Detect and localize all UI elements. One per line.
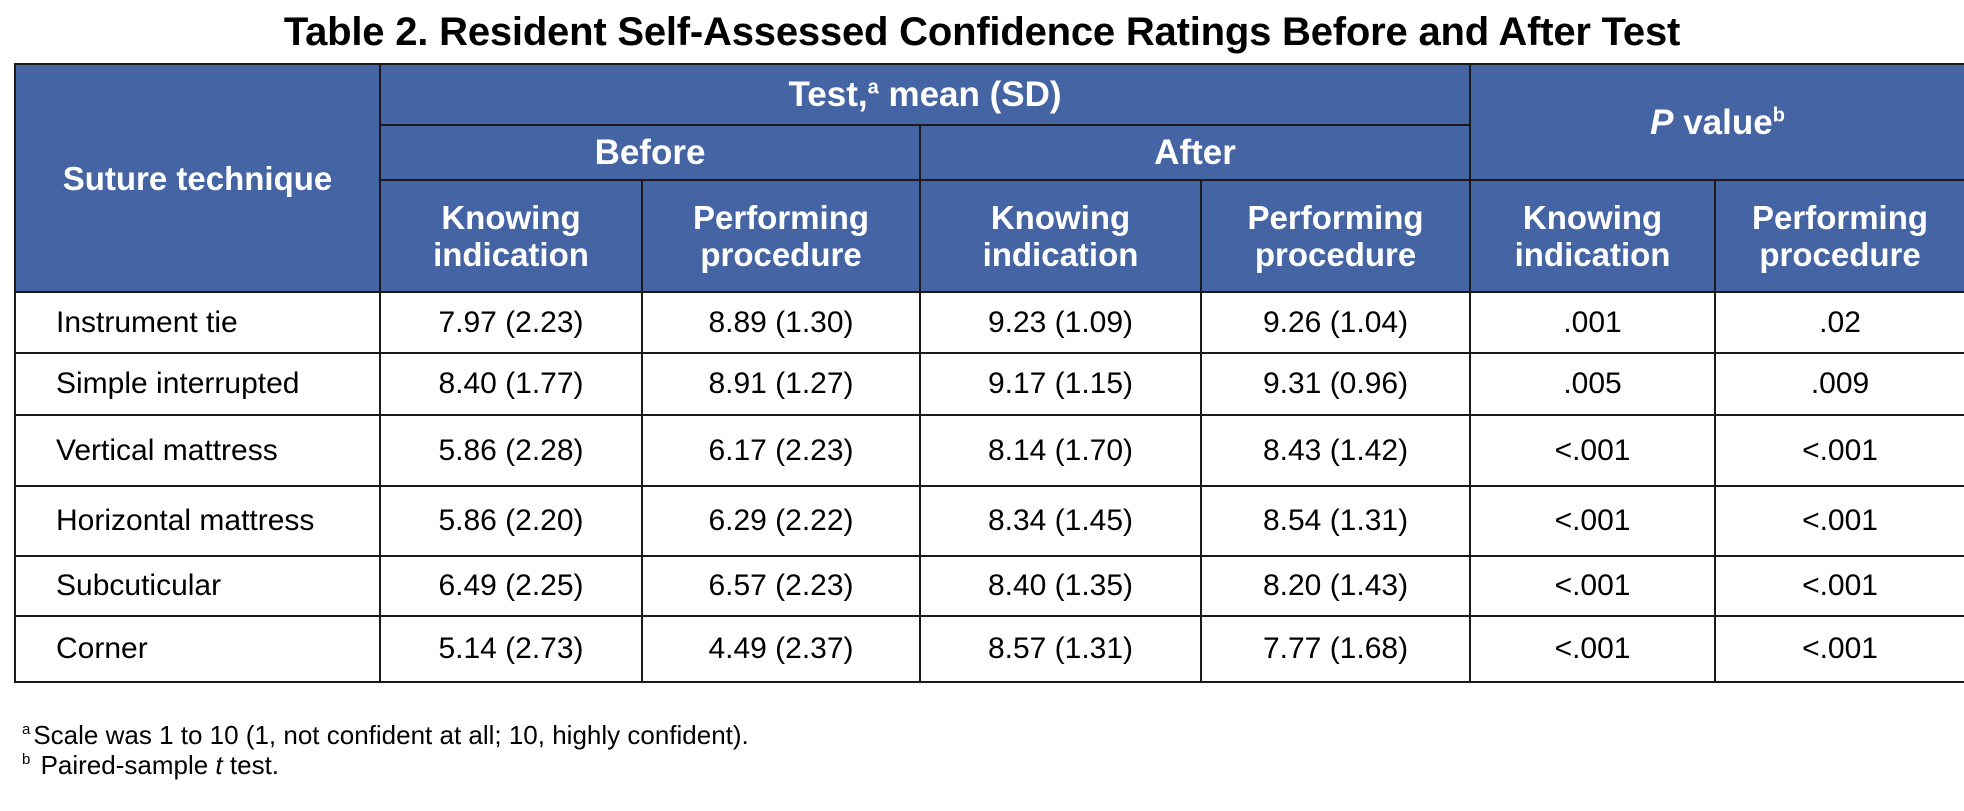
footnote-b: b Paired-sample t test. — [22, 750, 749, 780]
cell-technique: Corner — [14, 615, 381, 683]
header-performing-line1: Performing — [1752, 199, 1929, 236]
cell-p-knowing: <.001 — [1469, 555, 1717, 617]
header-p-italic: P — [1650, 102, 1674, 142]
table-row: Corner 5.14 (2.73) 4.49 (2.37) 8.57 (1.3… — [14, 615, 1964, 683]
cell-before-performing: 4.49 (2.37) — [641, 615, 921, 683]
footnote-b-text-pre: Paired-sample — [33, 750, 216, 780]
header-p-value: P valueb — [1469, 63, 1964, 181]
cell-before-knowing: 5.14 (2.73) — [379, 615, 643, 683]
header-knowing-line2: indication — [982, 236, 1139, 273]
cell-p-performing: .02 — [1714, 291, 1964, 354]
table-row: Vertical mattress 5.86 (2.28) 6.17 (2.23… — [14, 414, 1964, 487]
cell-p-knowing: <.001 — [1469, 485, 1717, 557]
cell-technique: Simple interrupted — [14, 352, 381, 416]
header-performing-line2: procedure — [1254, 236, 1417, 273]
footnote-b-text-post: test. — [222, 750, 280, 780]
header-test-mean-sd: Test,a mean (SD) — [378, 63, 1472, 126]
cell-before-knowing: 8.40 (1.77) — [379, 352, 643, 416]
header-p-performing: Performing procedure — [1714, 179, 1964, 293]
header-after-performing: Performing procedure — [1199, 179, 1472, 293]
cell-p-knowing: <.001 — [1469, 414, 1717, 487]
footnote-b-marker: b — [22, 751, 31, 769]
cell-p-performing: <.001 — [1714, 485, 1964, 557]
cell-before-knowing: 7.97 (2.23) — [379, 291, 643, 354]
cell-after-performing: 8.20 (1.43) — [1199, 555, 1472, 617]
table-row: Instrument tie 7.97 (2.23) 8.89 (1.30) 9… — [14, 291, 1964, 354]
cell-p-performing: <.001 — [1714, 414, 1964, 487]
cell-after-knowing: 8.40 (1.35) — [919, 555, 1202, 617]
footnote-marker-a: a — [867, 76, 879, 99]
cell-before-knowing: 5.86 (2.28) — [379, 414, 643, 487]
cell-p-knowing: <.001 — [1469, 615, 1717, 683]
header-knowing-line2: indication — [433, 236, 589, 273]
table-body: Instrument tie 7.97 (2.23) 8.89 (1.30) 9… — [14, 291, 1964, 683]
cell-before-knowing: 5.86 (2.20) — [379, 485, 643, 557]
cell-p-knowing: .001 — [1469, 291, 1717, 354]
table-row: Simple interrupted 8.40 (1.77) 8.91 (1.2… — [14, 352, 1964, 416]
cell-technique: Vertical mattress — [14, 414, 381, 487]
footnote-a-marker: a — [22, 721, 31, 739]
header-before: Before — [379, 124, 921, 181]
cell-before-performing: 8.91 (1.27) — [641, 352, 921, 416]
cell-after-performing: 8.54 (1.31) — [1199, 485, 1472, 557]
table-row: Horizontal mattress 5.86 (2.20) 6.29 (2.… — [14, 485, 1964, 557]
cell-before-performing: 8.89 (1.30) — [641, 291, 921, 354]
cell-after-knowing: 8.14 (1.70) — [919, 414, 1202, 487]
footnote-a-text: Scale was 1 to 10 (1, not confident at a… — [33, 720, 749, 750]
cell-after-knowing: 8.57 (1.31) — [919, 615, 1202, 683]
header-performing-line1: Performing — [692, 199, 870, 236]
header-after: After — [918, 124, 1472, 181]
cell-p-knowing: .005 — [1469, 352, 1717, 416]
table-header: Suture technique Test,a mean (SD) P valu… — [14, 63, 1964, 293]
header-value-label: value — [1673, 102, 1773, 142]
footnote-a: a Scale was 1 to 10 (1, not confident at … — [22, 720, 749, 750]
cell-after-performing: 9.26 (1.04) — [1199, 291, 1472, 354]
cell-after-performing: 8.43 (1.42) — [1199, 414, 1472, 487]
header-performing-line2: procedure — [700, 236, 862, 273]
cell-after-knowing: 8.34 (1.45) — [919, 485, 1202, 557]
header-knowing-line2: indication — [1514, 236, 1671, 273]
table-title: Table 2. Resident Self-Assessed Confiden… — [283, 10, 1681, 54]
cell-p-performing: <.001 — [1714, 555, 1964, 617]
header-suture-technique: Suture technique — [14, 63, 381, 293]
header-before-knowing: Knowing indication — [379, 179, 643, 293]
confidence-ratings-table: Suture technique Test,a mean (SD) P valu… — [14, 63, 1964, 683]
cell-before-performing: 6.17 (2.23) — [641, 414, 921, 487]
cell-before-performing: 6.29 (2.22) — [641, 485, 921, 557]
header-before-performing: Performing procedure — [641, 179, 921, 293]
table-row: Subcuticular 6.49 (2.25) 6.57 (2.23) 8.4… — [14, 555, 1964, 617]
cell-technique: Instrument tie — [14, 291, 381, 354]
header-p-knowing: Knowing indication — [1469, 179, 1717, 293]
header-performing-line1: Performing — [1247, 199, 1424, 236]
footnote-b-italic-t: t — [215, 750, 223, 780]
cell-after-performing: 7.77 (1.68) — [1199, 615, 1472, 683]
cell-before-performing: 6.57 (2.23) — [641, 555, 921, 617]
cell-after-knowing: 9.23 (1.09) — [919, 291, 1202, 354]
header-performing-line2: procedure — [1759, 236, 1921, 273]
cell-before-knowing: 6.49 (2.25) — [379, 555, 643, 617]
cell-technique: Subcuticular — [14, 555, 381, 617]
footnote-marker-b: b — [1772, 103, 1785, 126]
cell-technique: Horizontal mattress — [14, 485, 381, 557]
footnotes: a Scale was 1 to 10 (1, not confident at … — [22, 720, 749, 780]
header-test-label: Test, — [788, 75, 868, 114]
header-mean-sd-label: mean (SD) — [878, 75, 1062, 114]
header-knowing-line1: Knowing — [990, 199, 1131, 236]
header-knowing-line1: Knowing — [441, 199, 581, 236]
header-after-knowing: Knowing indication — [919, 179, 1202, 293]
cell-after-performing: 9.31 (0.96) — [1199, 352, 1472, 416]
cell-p-performing: .009 — [1714, 352, 1964, 416]
header-knowing-line1: Knowing — [1522, 199, 1663, 236]
cell-p-performing: <.001 — [1714, 615, 1964, 683]
cell-after-knowing: 9.17 (1.15) — [919, 352, 1202, 416]
